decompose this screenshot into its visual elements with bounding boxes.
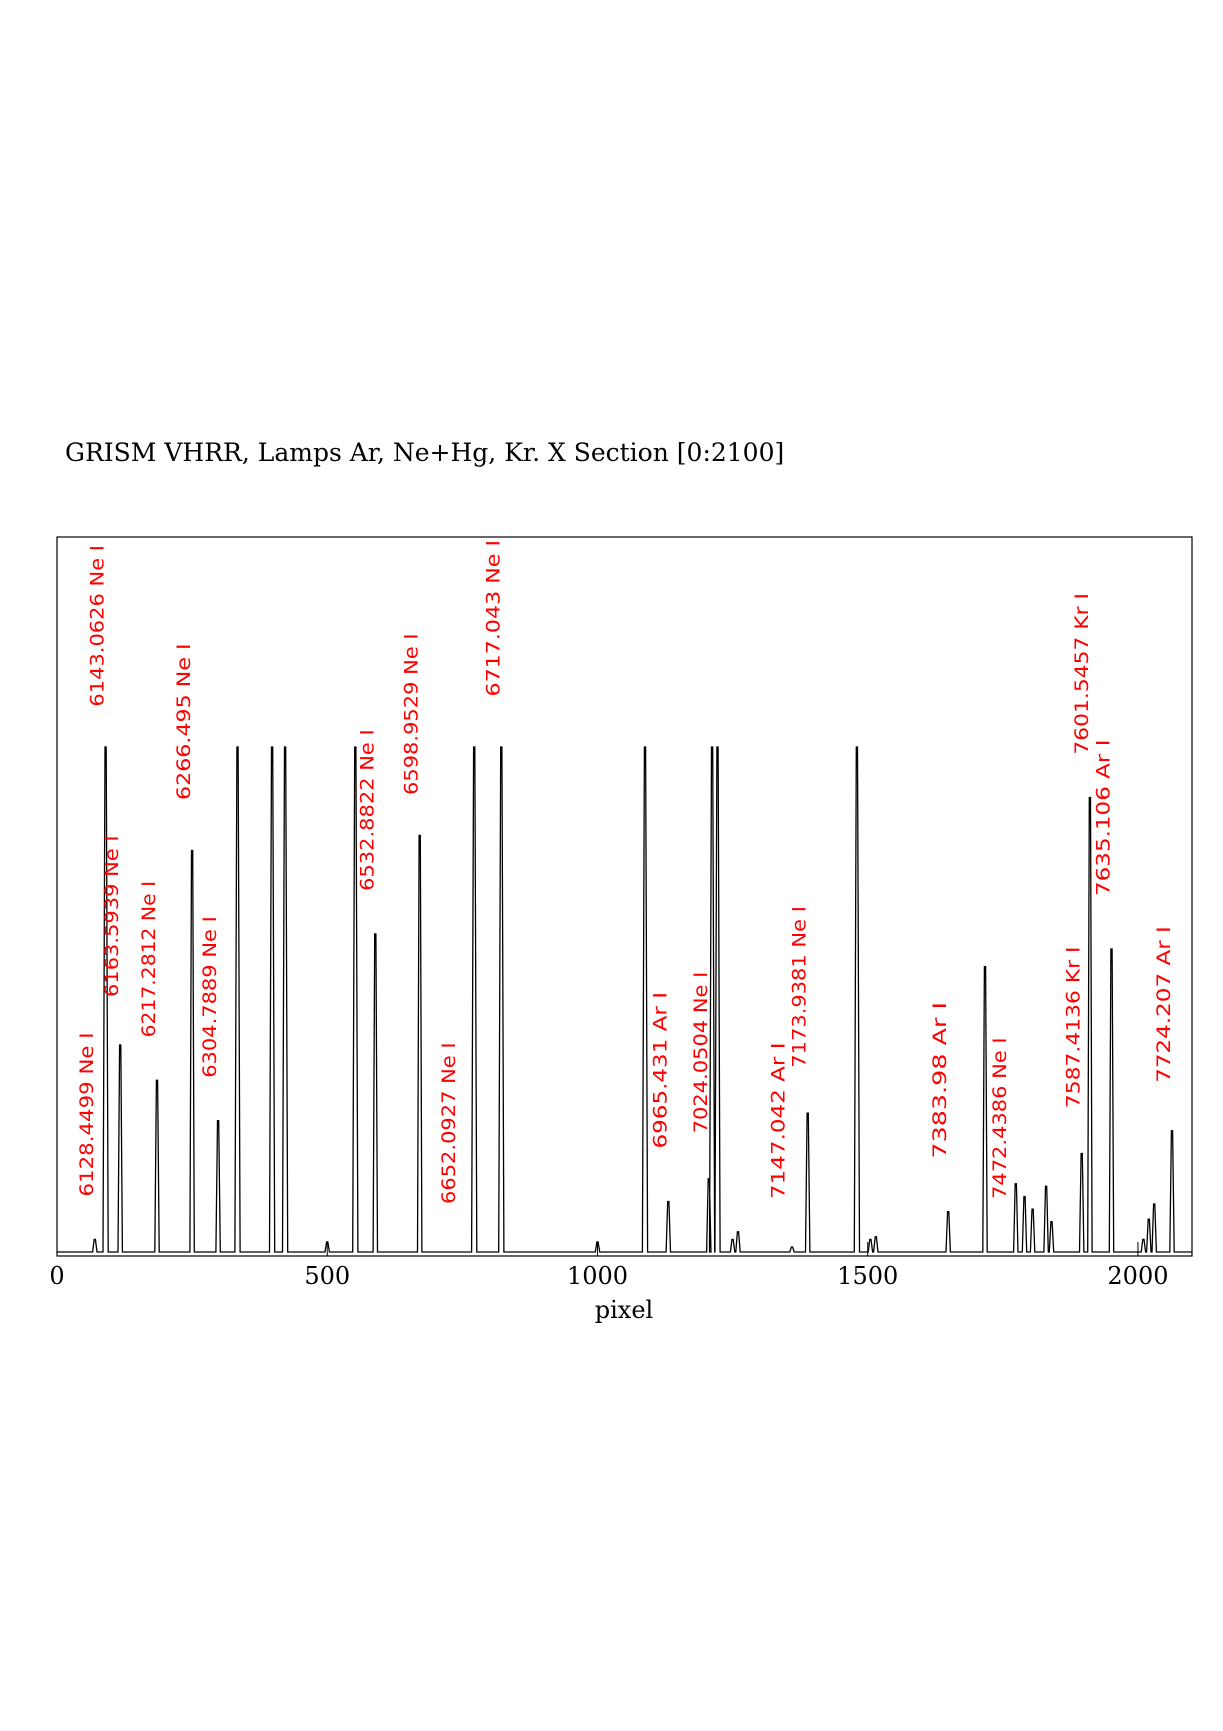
line-id-label: 6717.043 Ne I [482, 540, 504, 697]
line-id-label: 6128.4499 Ne I [76, 1032, 98, 1196]
x-tick-label: 500 [304, 1262, 350, 1290]
line-id-label: 6652.0927 Ne I [438, 1042, 460, 1204]
line-id-label: 6532.8822 Ne I [356, 729, 378, 891]
x-axis-label: pixel [595, 1296, 653, 1324]
x-tick-label: 1000 [567, 1262, 628, 1290]
line-id-label: 7173.9381 Ne I [789, 906, 811, 1068]
line-id-label: 6266.495 Ne I [173, 643, 195, 800]
line-id-label: 6217.2812 Ne I [138, 881, 160, 1038]
line-labels: 6128.4499 Ne I 6143.0626 Ne I 6163.5939 Ne… [76, 540, 1175, 1204]
line-id-label: 6163.5939 Ne I [101, 835, 123, 997]
line-id-label: 7587.4136 Kr I [1063, 947, 1085, 1109]
line-id-label: 6143.0626 Ne I [87, 545, 109, 707]
line-id-label: 6965.431 Ar I [649, 992, 671, 1149]
chart-title: GRISM VHRR, Lamps Ar, Ne+Hg, Kr. X Secti… [65, 438, 784, 467]
x-tick-label: 1500 [837, 1262, 898, 1290]
line-id-label: 7383.98 Ar I [929, 1002, 951, 1159]
x-tick-label: 2000 [1107, 1262, 1168, 1290]
line-id-label: 7147.042 Ar I [768, 1043, 790, 1200]
line-id-label: 7724.207 Ar I [1153, 926, 1175, 1083]
line-id-label: 7635.106 Ar I [1093, 740, 1115, 897]
line-id-label: 7024.0504 Ne I [690, 972, 712, 1134]
plot-frame [56, 536, 1193, 1257]
spectrum-line [57, 746, 1192, 1253]
line-id-label: 6304.7889 Ne I [199, 916, 221, 1078]
line-id-label: 6598.9529 Ne I [401, 633, 423, 795]
line-id-label: 7601.5457 Kr I [1071, 593, 1093, 755]
x-axis-ticks: 0 500 1000 1500 2000 [49, 1242, 1168, 1290]
line-id-label: 7472.4386 Ne I [989, 1037, 1011, 1199]
x-tick-label: 0 [49, 1262, 64, 1290]
